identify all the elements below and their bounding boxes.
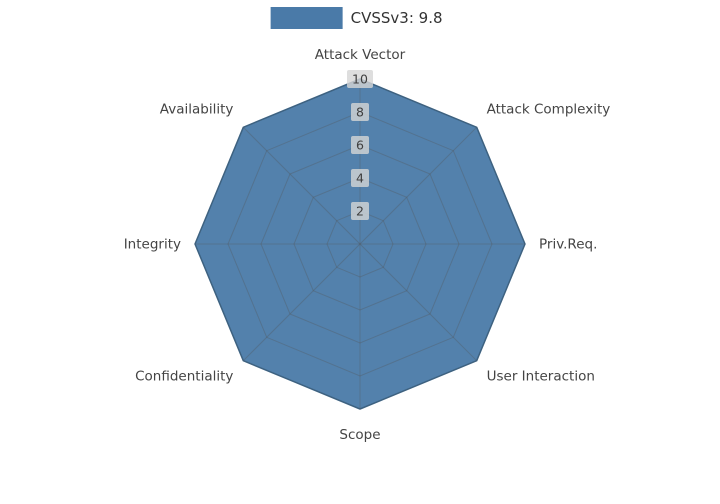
- grid-ring: [227, 111, 493, 377]
- grid-spoke: [359, 126, 478, 245]
- radial-tick-label: 4: [356, 171, 364, 186]
- data-polygon: [194, 78, 526, 410]
- grid-spoke: [242, 126, 361, 245]
- radial-tick-label: 2: [356, 204, 364, 219]
- category-label: Confidentiality: [135, 369, 233, 385]
- category-label: Priv.Req.: [539, 237, 597, 253]
- category-label: Scope: [339, 427, 380, 443]
- grid-ring: [326, 210, 394, 278]
- tick-box: [347, 70, 373, 88]
- legend-swatch[interactable]: [270, 7, 343, 29]
- category-label: Availability: [160, 101, 234, 117]
- tick-box: [351, 202, 369, 220]
- radial-tick-label: 10: [352, 72, 368, 87]
- tick-box: [351, 136, 369, 154]
- tick-box: [351, 169, 369, 187]
- category-label: Attack Complexity: [487, 101, 611, 117]
- tick-box: [351, 103, 369, 121]
- category-label: User Interaction: [487, 369, 595, 385]
- grid-spoke: [359, 243, 478, 362]
- radial-tick-label: 8: [356, 105, 364, 120]
- radial-tick-label: 6: [356, 138, 364, 153]
- grid-spoke: [242, 243, 361, 362]
- category-label: Attack Vector: [315, 47, 406, 63]
- grid-ring: [194, 78, 526, 410]
- grid-ring: [260, 144, 460, 344]
- radar-grid: [194, 78, 526, 410]
- legend-label: CVSSv3: 9.8: [350, 9, 443, 27]
- legend[interactable]: CVSSv3: 9.8: [270, 7, 443, 29]
- category-label: Integrity: [124, 237, 181, 253]
- grid-ring: [293, 177, 427, 311]
